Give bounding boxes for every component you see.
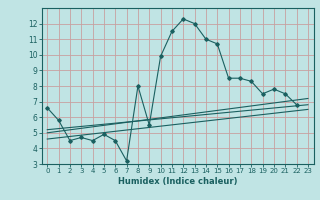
X-axis label: Humidex (Indice chaleur): Humidex (Indice chaleur): [118, 177, 237, 186]
